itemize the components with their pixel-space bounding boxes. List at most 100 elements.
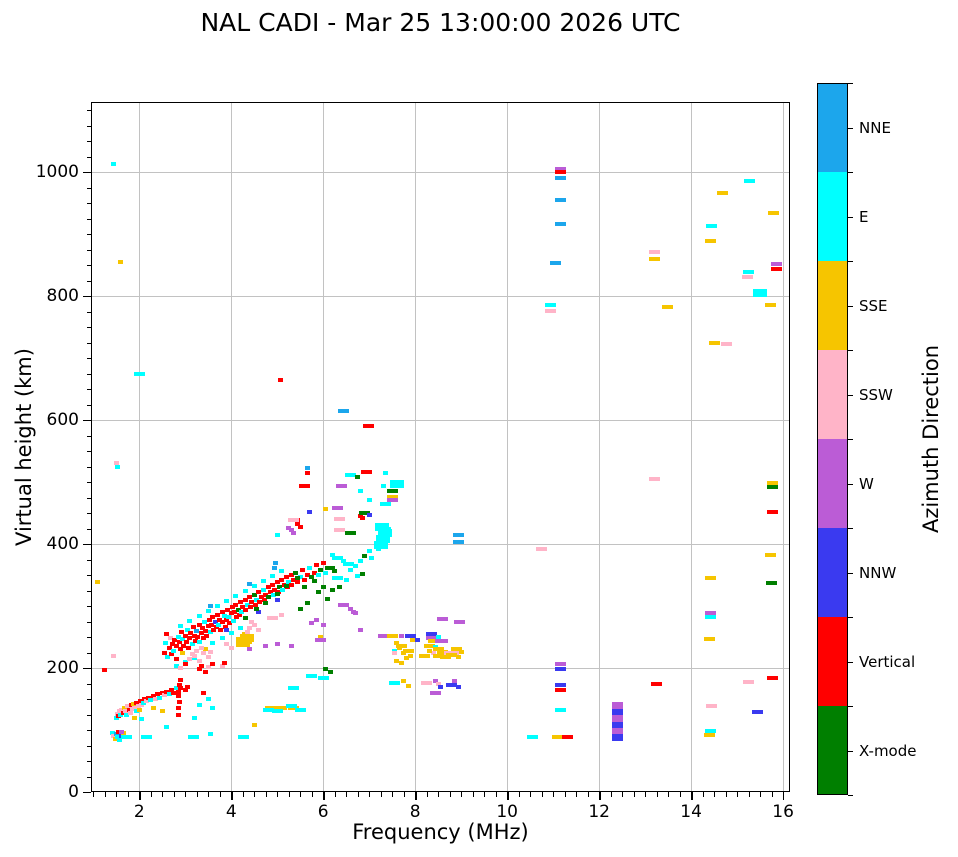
data-point: [244, 630, 250, 635]
data-point: [648, 476, 660, 481]
data-point: [119, 707, 125, 712]
data-point: [764, 553, 776, 558]
data-point: [294, 707, 306, 712]
data-point: [612, 721, 624, 729]
y-minor-tick: [86, 342, 91, 344]
y-minor-tick: [86, 761, 91, 762]
data-point: [162, 641, 168, 646]
data-point: [270, 582, 276, 587]
data-point: [168, 652, 174, 657]
data-point: [359, 571, 365, 576]
x-tick: [691, 792, 693, 800]
x-tick-label: 4: [225, 802, 237, 822]
data-point: [127, 710, 133, 715]
data-point: [289, 582, 295, 587]
data-point: [288, 573, 294, 578]
data-point: [267, 616, 279, 621]
data-point: [238, 734, 250, 739]
data-point: [240, 605, 246, 610]
data-point: [122, 706, 128, 711]
data-point: [198, 631, 204, 636]
data-point: [176, 700, 182, 705]
data-point: [554, 197, 566, 202]
data-point: [208, 732, 214, 737]
data-point: [651, 682, 663, 687]
data-point: [380, 483, 386, 488]
data-point: [157, 695, 163, 700]
colorbar-boundary-tick: [848, 350, 853, 352]
data-point: [227, 621, 233, 626]
data-point: [273, 561, 279, 566]
x-tick: [783, 792, 785, 800]
data-point: [121, 734, 133, 739]
data-point: [258, 595, 264, 600]
data-point: [704, 636, 716, 641]
data-point: [205, 664, 211, 669]
data-point: [376, 535, 391, 544]
data-point: [251, 723, 257, 728]
colorbar-tick: [848, 661, 853, 663]
data-point: [272, 565, 278, 570]
data-point: [355, 475, 361, 480]
x-minor-tick: [104, 792, 106, 797]
data-point: [433, 644, 439, 649]
data-point: [554, 688, 566, 693]
x-gridline: [691, 102, 693, 792]
data-point: [192, 638, 198, 643]
data-point: [392, 648, 397, 653]
data-point: [704, 729, 716, 734]
y-minor-tick: [86, 683, 91, 685]
data-point: [410, 638, 416, 643]
data-point: [205, 654, 211, 659]
colorbar-tick-label: W: [859, 474, 874, 493]
x-minor-tick: [484, 792, 486, 797]
colorbar-segment-NNE: [817, 83, 848, 172]
data-point: [343, 561, 355, 566]
data-point: [293, 570, 299, 575]
data-point: [143, 699, 149, 704]
y-minor-tick: [86, 776, 91, 778]
colorbar-segment-Vertical: [817, 617, 848, 706]
data-point: [201, 690, 207, 695]
data-point: [155, 692, 161, 697]
data-point: [171, 690, 177, 695]
data-point: [554, 175, 566, 180]
colorbar-boundary-tick: [848, 261, 853, 263]
data-point: [249, 633, 255, 638]
data-point: [174, 644, 180, 649]
data-point: [432, 647, 444, 652]
y-tick-label: 0: [68, 782, 79, 802]
data-point: [228, 611, 234, 616]
colorbar-segment-NNW: [817, 528, 848, 617]
data-point: [188, 631, 194, 636]
x-minor-tick: [196, 792, 198, 797]
y-tick: [83, 792, 91, 794]
data-point: [287, 518, 299, 523]
data-point: [392, 651, 397, 656]
data-point: [770, 266, 782, 271]
data-point: [274, 580, 280, 585]
data-point: [279, 613, 285, 618]
data-point: [425, 631, 437, 636]
data-point: [191, 715, 197, 720]
x-minor-tick: [242, 792, 244, 797]
data-point: [386, 498, 398, 502]
x-axis-label: Frequency (MHz): [352, 820, 529, 844]
x-minor-tick: [472, 792, 474, 797]
data-point: [136, 708, 142, 713]
data-point: [133, 709, 139, 714]
data-point: [263, 592, 269, 597]
x-minor-tick: [748, 792, 750, 797]
y-minor-tick: [86, 280, 91, 282]
y-minor-tick: [86, 482, 91, 484]
colorbar-segment-X-mode: [817, 706, 848, 795]
x-gridline: [323, 102, 325, 792]
data-point: [320, 560, 326, 565]
plot-spines: [91, 102, 790, 792]
data-point: [194, 648, 200, 653]
data-point: [741, 275, 753, 280]
data-point: [428, 638, 440, 643]
data-point: [332, 569, 338, 574]
data-point: [320, 622, 326, 627]
data-point: [278, 377, 284, 382]
